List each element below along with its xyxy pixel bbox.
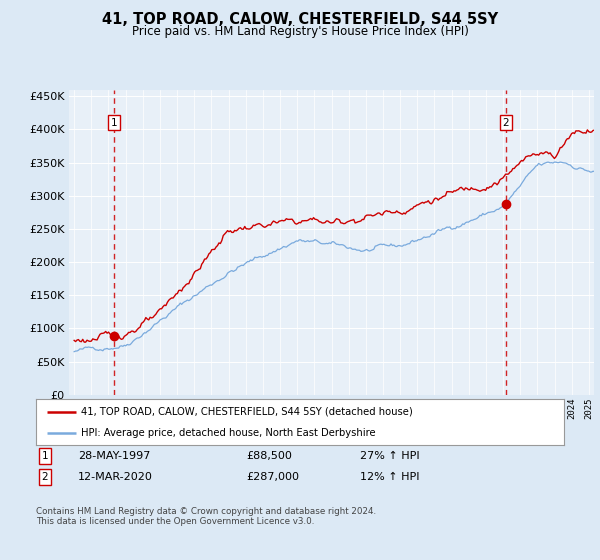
Text: 2: 2: [503, 118, 509, 128]
Text: 27% ↑ HPI: 27% ↑ HPI: [360, 451, 419, 461]
Text: £287,000: £287,000: [246, 472, 299, 482]
Text: 12% ↑ HPI: 12% ↑ HPI: [360, 472, 419, 482]
Text: 41, TOP ROAD, CALOW, CHESTERFIELD, S44 5SY (detached house): 41, TOP ROAD, CALOW, CHESTERFIELD, S44 5…: [81, 407, 413, 417]
Text: 1: 1: [41, 451, 49, 461]
Text: HPI: Average price, detached house, North East Derbyshire: HPI: Average price, detached house, Nort…: [81, 428, 376, 438]
Text: £88,500: £88,500: [246, 451, 292, 461]
Text: 1: 1: [111, 118, 118, 128]
Text: 28-MAY-1997: 28-MAY-1997: [78, 451, 151, 461]
Text: Price paid vs. HM Land Registry's House Price Index (HPI): Price paid vs. HM Land Registry's House …: [131, 25, 469, 38]
Text: 2: 2: [41, 472, 49, 482]
Text: 41, TOP ROAD, CALOW, CHESTERFIELD, S44 5SY: 41, TOP ROAD, CALOW, CHESTERFIELD, S44 5…: [102, 12, 498, 27]
Text: 12-MAR-2020: 12-MAR-2020: [78, 472, 153, 482]
Text: Contains HM Land Registry data © Crown copyright and database right 2024.
This d: Contains HM Land Registry data © Crown c…: [36, 507, 376, 526]
